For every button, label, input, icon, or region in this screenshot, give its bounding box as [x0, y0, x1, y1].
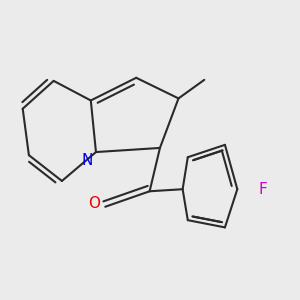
Text: N: N	[82, 153, 93, 168]
Text: F: F	[258, 182, 267, 197]
Text: O: O	[88, 196, 100, 211]
